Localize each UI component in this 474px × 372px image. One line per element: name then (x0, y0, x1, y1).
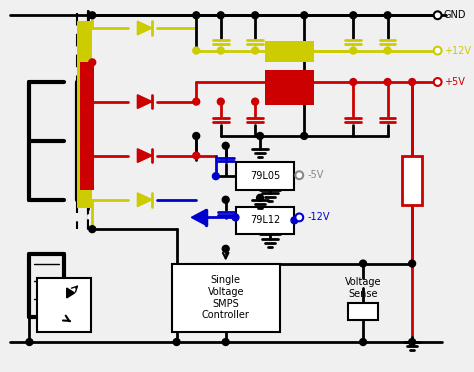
Text: 79L05: 79L05 (250, 171, 280, 181)
Circle shape (218, 47, 224, 54)
Bar (265, 41, 314, 62)
Circle shape (193, 98, 200, 105)
Circle shape (222, 339, 229, 346)
Circle shape (409, 78, 416, 86)
Circle shape (193, 47, 200, 54)
Circle shape (301, 12, 308, 19)
Circle shape (360, 339, 366, 346)
Polygon shape (137, 149, 152, 163)
Circle shape (256, 132, 264, 140)
Polygon shape (67, 288, 74, 298)
Circle shape (434, 78, 442, 86)
Text: -12V: -12V (307, 212, 329, 222)
Circle shape (26, 339, 33, 346)
Circle shape (384, 12, 391, 19)
Text: Single
Voltage
SMPS
Controller: Single Voltage SMPS Controller (202, 275, 250, 320)
Polygon shape (137, 193, 152, 206)
Bar (76, 21, 92, 208)
Bar (236, 163, 294, 190)
Circle shape (222, 196, 229, 203)
Text: -5V: -5V (307, 170, 324, 180)
Text: +5V: +5V (444, 77, 465, 87)
Circle shape (89, 12, 96, 19)
Circle shape (384, 47, 391, 54)
Circle shape (252, 47, 258, 54)
Bar (37, 278, 91, 332)
Circle shape (350, 12, 357, 19)
Text: +12V: +12V (444, 46, 471, 55)
Circle shape (89, 226, 96, 232)
Circle shape (222, 142, 229, 149)
Circle shape (193, 152, 200, 159)
Text: Voltage
Sense: Voltage Sense (345, 277, 381, 299)
Circle shape (434, 47, 441, 54)
Circle shape (252, 98, 258, 105)
Circle shape (350, 47, 357, 54)
Bar (402, 155, 422, 205)
Circle shape (360, 260, 366, 267)
Circle shape (256, 194, 264, 201)
Circle shape (409, 260, 416, 267)
Text: 79L12: 79L12 (250, 215, 280, 225)
Circle shape (193, 12, 200, 19)
Circle shape (301, 132, 308, 140)
Circle shape (218, 98, 224, 105)
Circle shape (384, 78, 391, 86)
Circle shape (434, 46, 442, 55)
Circle shape (173, 339, 180, 346)
Bar (348, 303, 378, 320)
Polygon shape (137, 21, 152, 35)
Circle shape (409, 339, 416, 346)
Circle shape (350, 78, 357, 86)
Circle shape (212, 173, 219, 180)
Polygon shape (191, 209, 206, 225)
Circle shape (193, 132, 200, 140)
Circle shape (89, 59, 96, 66)
Circle shape (434, 11, 442, 19)
Polygon shape (137, 95, 152, 109)
Bar (172, 263, 280, 332)
Circle shape (295, 171, 303, 179)
Circle shape (252, 12, 258, 19)
Text: GND: GND (444, 10, 466, 20)
Bar (265, 70, 314, 105)
Bar (81, 62, 94, 190)
Circle shape (218, 12, 224, 19)
Circle shape (295, 214, 303, 221)
Circle shape (434, 78, 441, 86)
Circle shape (232, 214, 239, 221)
Circle shape (291, 217, 298, 224)
Circle shape (222, 246, 229, 252)
Bar (236, 206, 294, 234)
